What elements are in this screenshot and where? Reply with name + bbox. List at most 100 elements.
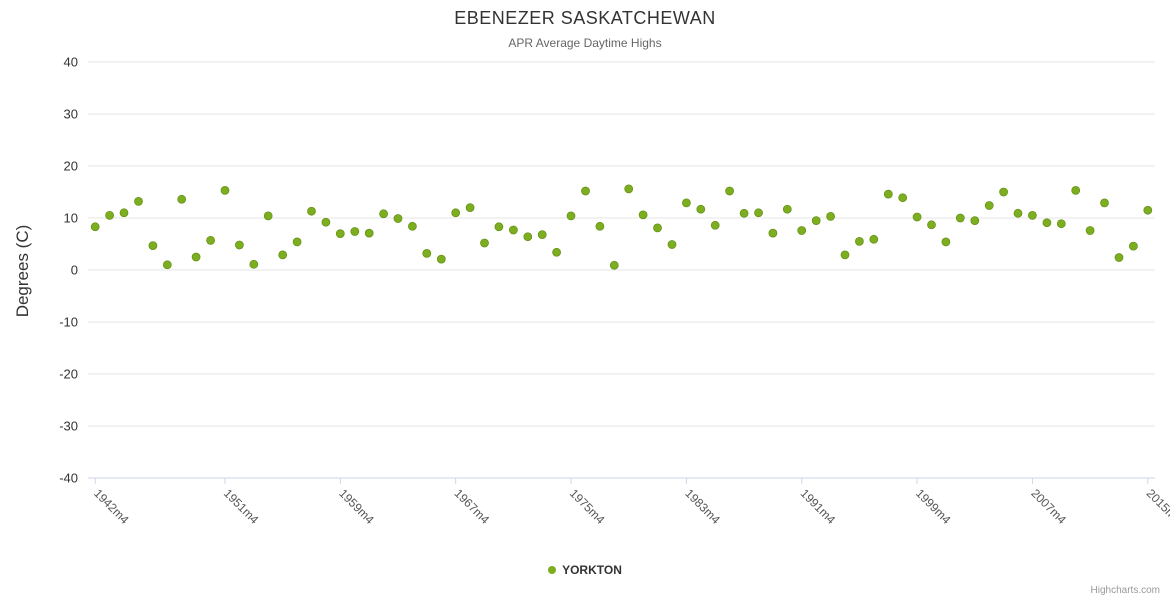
data-point[interactable] (840, 250, 850, 260)
legend-marker-icon (548, 566, 557, 574)
data-point[interactable] (609, 260, 619, 270)
data-point[interactable] (220, 186, 230, 195)
data-point[interactable] (970, 216, 980, 225)
data-point[interactable] (1013, 208, 1023, 218)
data-point[interactable] (191, 252, 201, 262)
data-point[interactable] (667, 240, 677, 249)
data-point[interactable] (177, 194, 187, 204)
data-point[interactable] (393, 214, 403, 223)
x-axis-label: 1983m4 (682, 486, 723, 527)
data-point[interactable] (638, 210, 648, 220)
y-axis-label: 30 (64, 107, 78, 122)
data-point[interactable] (451, 208, 461, 218)
chart-subtitle: APR Average Daytime Highs (508, 36, 662, 50)
data-point[interactable] (739, 208, 749, 218)
data-point[interactable] (509, 225, 518, 235)
data-point[interactable] (235, 240, 244, 250)
data-point[interactable] (134, 197, 143, 206)
data-point[interactable] (768, 228, 778, 238)
data-point[interactable] (364, 228, 374, 238)
x-axis-label: 2007m4 (1028, 486, 1069, 527)
y-axis-label: -30 (59, 419, 78, 434)
data-point[interactable] (162, 260, 172, 270)
data-point[interactable] (710, 220, 720, 230)
data-point[interactable] (984, 201, 994, 210)
x-axis-label: 2015m4 (1144, 486, 1170, 527)
data-point[interactable] (206, 236, 215, 245)
data-point[interactable] (797, 226, 807, 235)
data-point[interactable] (1114, 253, 1124, 262)
data-point[interactable] (1056, 219, 1066, 229)
data-point[interactable] (696, 204, 706, 214)
data-point[interactable] (90, 222, 100, 232)
data-point[interactable] (682, 198, 691, 208)
data-point[interactable] (581, 186, 590, 196)
legend-item-yorkton[interactable]: YORKTON (0, 563, 1170, 577)
y-axis-label: 10 (64, 211, 78, 226)
data-point[interactable] (869, 234, 879, 244)
data-point[interactable] (754, 208, 763, 218)
data-point[interactable] (1100, 198, 1109, 208)
data-point[interactable] (307, 206, 316, 216)
data-point[interactable] (335, 229, 345, 238)
data-point[interactable] (119, 208, 129, 218)
x-axis-label: 1991m4 (798, 486, 839, 527)
data-point[interactable] (465, 203, 475, 212)
data-point[interactable] (350, 227, 360, 236)
data-point[interactable] (379, 209, 388, 219)
data-point[interactable] (321, 217, 331, 227)
credits-link[interactable]: Highcharts.com (1090, 585, 1160, 596)
data-point[interactable] (955, 213, 965, 223)
data-point[interactable] (1028, 211, 1037, 220)
x-axis-label: 1967m4 (452, 486, 493, 527)
x-axis-label: 1942m4 (91, 486, 132, 527)
data-point[interactable] (552, 247, 561, 257)
data-point[interactable] (278, 250, 288, 260)
data-point[interactable] (148, 241, 158, 250)
data-point[interactable] (1129, 241, 1138, 251)
data-point[interactable] (408, 221, 417, 231)
data-point[interactable] (912, 212, 922, 222)
data-point[interactable] (1085, 226, 1095, 235)
data-point[interactable] (566, 211, 576, 221)
data-point[interactable] (999, 187, 1008, 197)
data-point[interactable] (811, 216, 821, 225)
data-point[interactable] (826, 212, 835, 221)
data-point[interactable] (782, 204, 792, 214)
data-point[interactable] (883, 189, 893, 199)
data-point[interactable] (1071, 186, 1081, 195)
x-axis-label: 1959m4 (336, 486, 377, 527)
data-point[interactable] (494, 222, 504, 232)
x-axis-label: 1951m4 (221, 486, 262, 527)
data-point[interactable] (263, 211, 273, 221)
data-point[interactable] (249, 259, 259, 269)
y-axis-label: 40 (64, 55, 78, 70)
legend-label: YORKTON (562, 563, 622, 577)
y-axis-label: -40 (59, 471, 78, 486)
data-point[interactable] (480, 238, 489, 248)
data-point[interactable] (624, 184, 634, 194)
data-point[interactable] (1143, 205, 1153, 215)
x-axis-label: 1999m4 (913, 486, 954, 527)
y-axis-label: 0 (71, 263, 78, 278)
x-axis-label: 1975m4 (567, 486, 608, 527)
data-point[interactable] (898, 193, 908, 203)
data-point[interactable] (927, 220, 936, 230)
data-point[interactable] (523, 232, 533, 242)
data-point[interactable] (422, 249, 432, 258)
data-point[interactable] (653, 223, 662, 233)
data-point[interactable] (292, 237, 302, 247)
y-axis-label: -20 (59, 367, 78, 382)
data-point[interactable] (105, 211, 114, 220)
data-point[interactable] (595, 221, 605, 231)
data-point[interactable] (1042, 218, 1052, 228)
y-axis-label: 20 (64, 159, 78, 174)
data-point[interactable] (725, 186, 734, 196)
data-point[interactable] (436, 254, 446, 264)
y-axis-label: -10 (59, 315, 78, 330)
data-point[interactable] (855, 237, 864, 246)
data-point[interactable] (537, 230, 547, 239)
data-point[interactable] (941, 237, 951, 247)
